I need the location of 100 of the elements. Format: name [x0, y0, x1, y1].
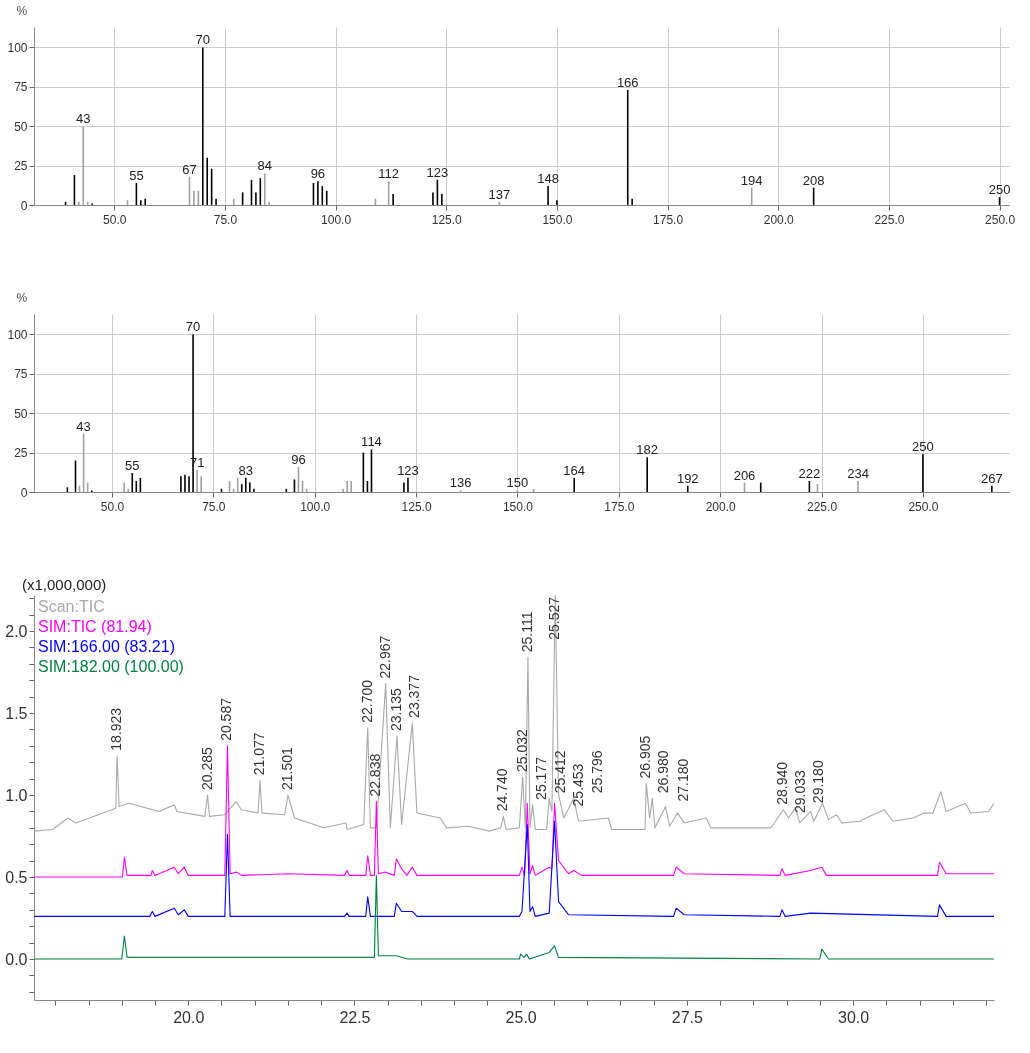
x-tick-label: 27.5	[671, 1008, 704, 1026]
annotation: 29.180	[810, 760, 827, 804]
annotation: 164	[563, 462, 586, 478]
x-tick-label: 22.5	[339, 1008, 371, 1026]
x-tick-label: 125.0	[431, 212, 463, 227]
annotation: 67	[182, 161, 197, 177]
annotation: 250	[912, 439, 934, 455]
annotation: 20.285	[198, 747, 215, 791]
annotation: 55	[129, 167, 144, 183]
y-axis-title: %	[16, 290, 28, 305]
y-tick-label: 100	[7, 40, 28, 55]
annotation: 96	[310, 166, 326, 182]
y-tick-label: 100	[7, 327, 28, 342]
annotation: 43	[76, 111, 91, 127]
line-series	[34, 595, 994, 832]
x-tick-label: 100.0	[300, 499, 331, 514]
x-tick-label: 75.0	[202, 499, 226, 514]
y-axis-title: %	[16, 3, 28, 18]
annotation: 21.501	[278, 747, 295, 791]
annotation: 25.111	[518, 611, 535, 653]
x-tick-label: 225.0	[807, 499, 838, 514]
annotation: 123	[397, 462, 419, 478]
annotation: 25.032	[513, 728, 530, 772]
annotation: 27.180	[674, 758, 691, 802]
y-tick-label: 75	[14, 367, 28, 382]
annotation: 112	[378, 166, 400, 182]
y-tick-label: 1.5	[5, 704, 28, 722]
y-tick-label: 25	[14, 446, 28, 461]
annotation: 24.740	[494, 768, 511, 812]
x-tick-label: 50.0	[103, 212, 127, 227]
annotation: 114	[361, 434, 382, 450]
annotation: 192	[676, 470, 699, 486]
text: SIM:TIC (81.94)	[38, 618, 152, 635]
y-tick-label: 50	[14, 119, 28, 134]
line-series	[34, 820, 994, 917]
annotation: 25.177	[532, 756, 549, 800]
x-tick-label: 225.0	[874, 212, 905, 227]
x-tick-label: 250.0	[908, 499, 939, 514]
x-tick-label: 20.0	[173, 1008, 205, 1026]
text: SIM:166.00 (83.21)	[38, 638, 175, 655]
annotation: 23.377	[406, 674, 423, 718]
annotation: 222	[798, 465, 821, 481]
annotation: 267	[980, 470, 1003, 486]
annotation: 137	[488, 186, 511, 202]
line-series	[34, 874, 994, 960]
annotation: 123	[426, 164, 449, 180]
annotation: 206	[733, 467, 756, 483]
x-tick-label: 150.0	[502, 499, 534, 514]
annotation: 250	[988, 182, 1011, 198]
annotation: 70	[185, 319, 201, 335]
annotation: 43	[76, 418, 91, 434]
annotation: 18.923	[108, 707, 125, 751]
y-tick-label: 0.0	[5, 950, 28, 968]
x-tick-label: 200.0	[763, 212, 795, 227]
annotation: 28.940	[774, 761, 791, 805]
x-tick-label: 200.0	[705, 499, 737, 514]
x-tick-label: 50.0	[100, 499, 125, 514]
annotation: 26.905	[637, 735, 654, 779]
annotation: 70	[195, 32, 211, 48]
x-tick-label: 250.0	[985, 212, 1016, 227]
text: (x1,000,000)	[22, 576, 107, 593]
annotation: 20.587	[218, 697, 235, 741]
annotation: 150	[506, 475, 529, 491]
annotation: 96	[291, 451, 306, 467]
x-tick-label: 125.0	[401, 499, 432, 514]
text: Scan:TIC	[38, 598, 105, 615]
annotation: 182	[636, 442, 659, 458]
annotation: 194	[740, 172, 763, 188]
annotation: 25.453	[569, 763, 586, 807]
annotation: 148	[537, 171, 559, 187]
x-tick-label: 175.0	[604, 499, 635, 514]
y-tick-label: 2.0	[5, 622, 28, 640]
x-tick-label: 100.0	[321, 212, 352, 227]
annotation: 166	[616, 75, 639, 91]
y-tick-label: 0.5	[5, 868, 28, 886]
y-tick-label: 0	[20, 198, 28, 213]
x-tick-label: 30.0	[837, 1008, 870, 1026]
annotation: 25.527	[546, 596, 563, 640]
text: SIM:182.00 (100.00)	[38, 658, 184, 675]
y-tick-label: 25	[14, 159, 28, 174]
y-tick-label: 1.0	[5, 786, 28, 804]
annotation: 25.412	[552, 750, 569, 794]
y-tick-label: 50	[14, 406, 28, 421]
annotation: 136	[449, 475, 472, 491]
annotation: 55	[125, 458, 140, 474]
annotation: 21.077	[251, 732, 268, 776]
y-tick-label: 0	[20, 485, 28, 500]
annotation: 22.838	[367, 753, 384, 797]
annotation: 22.967	[376, 635, 393, 679]
annotation: 83	[238, 462, 254, 478]
annotation: 25.796	[588, 750, 605, 794]
x-tick-label: 25.0	[505, 1008, 537, 1026]
annotation: 208	[802, 172, 825, 188]
annotation: 29.033	[791, 769, 808, 813]
annotation: 84	[257, 158, 272, 174]
annotation: 26.980	[655, 750, 672, 794]
x-tick-label: 150.0	[542, 212, 573, 227]
x-tick-label: 175.0	[653, 212, 684, 227]
x-tick-label: 75.0	[213, 212, 238, 227]
annotation: 23.135	[387, 687, 404, 732]
